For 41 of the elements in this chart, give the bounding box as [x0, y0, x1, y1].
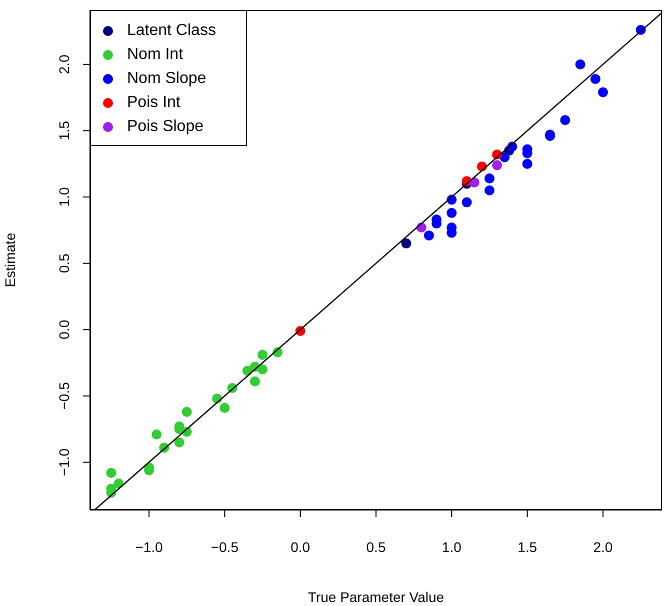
point	[492, 160, 502, 170]
point	[484, 185, 494, 196]
point	[250, 376, 260, 386]
point	[446, 208, 457, 218]
point	[106, 468, 116, 478]
legend-label: Nom Slope	[127, 69, 206, 89]
point	[560, 115, 570, 126]
point	[174, 437, 184, 448]
legend-label: Nom Int	[127, 45, 184, 65]
point	[182, 406, 192, 417]
y-tick-label: 1.0	[56, 187, 72, 207]
x-tick-label: 0.5	[366, 539, 386, 555]
point	[424, 230, 434, 240]
point	[258, 364, 268, 374]
point	[522, 158, 532, 169]
y-tick-label: 0.0	[56, 320, 72, 340]
point	[590, 74, 600, 84]
point	[258, 350, 268, 360]
y-tick-label: −0.5	[56, 382, 72, 410]
x-axis-title: True Parameter Value	[308, 589, 444, 605]
point	[575, 59, 586, 70]
point	[484, 173, 494, 184]
y-tick-label: 2.0	[56, 54, 72, 74]
y-tick-label: −1.0	[56, 448, 72, 476]
point	[152, 429, 162, 440]
x-tick-label: 2.0	[593, 539, 613, 555]
x-tick-label: −0.5	[210, 539, 239, 555]
y-tick-label: 1.5	[56, 120, 72, 140]
y-axis-title: Estimate	[2, 232, 18, 288]
legend-label: Pois Slope	[127, 117, 204, 137]
legend-label: Pois Int	[127, 93, 180, 113]
x-tick-label: −1.0	[135, 539, 164, 555]
point	[220, 402, 230, 413]
point	[462, 197, 472, 208]
x-tick-label: 1.5	[518, 539, 538, 555]
point	[401, 238, 412, 248]
x-tick-label: 0.0	[290, 539, 310, 555]
y-tick-label: 0.5	[56, 253, 72, 274]
x-tick-label: 1.0	[442, 539, 462, 555]
point	[598, 87, 608, 98]
legend-label: Latent Class	[127, 21, 216, 41]
